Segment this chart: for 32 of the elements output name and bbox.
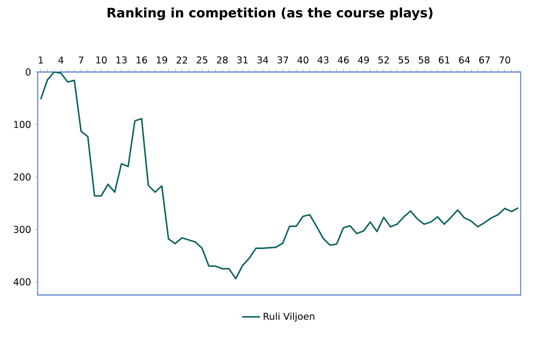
y-tick-label: 400 — [14, 278, 31, 286]
x-tick-label: 37 — [278, 56, 288, 64]
x-tick-label: 70 — [500, 56, 510, 64]
chart-title: Ranking in competition (as the course plays) — [108, 8, 432, 20]
x-tick-label: 43 — [318, 56, 328, 64]
line-series — [40, 72, 519, 280]
y-tick-label: 100 — [14, 120, 31, 128]
x-tick-label: 61 — [438, 56, 450, 64]
x-tick-label: 4 — [58, 56, 64, 64]
x-tick-label: 55 — [398, 56, 410, 64]
x-tick-label: 16 — [136, 56, 148, 64]
legend-label: Ruli Viljoen — [264, 312, 314, 322]
x-tick-label: 67 — [479, 56, 490, 64]
y-tick-label: 0 — [26, 68, 31, 76]
x-tick-label: 34 — [257, 56, 268, 64]
x-tick-label: 64 — [459, 56, 470, 64]
x-tick-label: 28 — [216, 56, 228, 64]
x-tick-label: 19 — [156, 56, 168, 64]
x-tick-label: 25 — [196, 56, 208, 64]
x-tick-label: 10 — [96, 56, 107, 64]
x-tick-label: 22 — [176, 56, 188, 64]
x-tick-label: 46 — [338, 56, 349, 64]
x-tick-label: 13 — [116, 56, 127, 64]
x-tick-label: 31 — [237, 56, 248, 64]
x-tick-label: 1 — [38, 56, 43, 64]
y-tick-label: 300 — [14, 226, 31, 233]
x-tick-label: 40 — [297, 56, 308, 64]
y-tick-label: 200 — [14, 173, 31, 181]
x-tick-label: 49 — [358, 56, 369, 64]
x-tick-label: 58 — [418, 56, 430, 64]
x-tick-label: 7 — [78, 56, 84, 64]
x-tick-label: 52 — [378, 56, 389, 64]
